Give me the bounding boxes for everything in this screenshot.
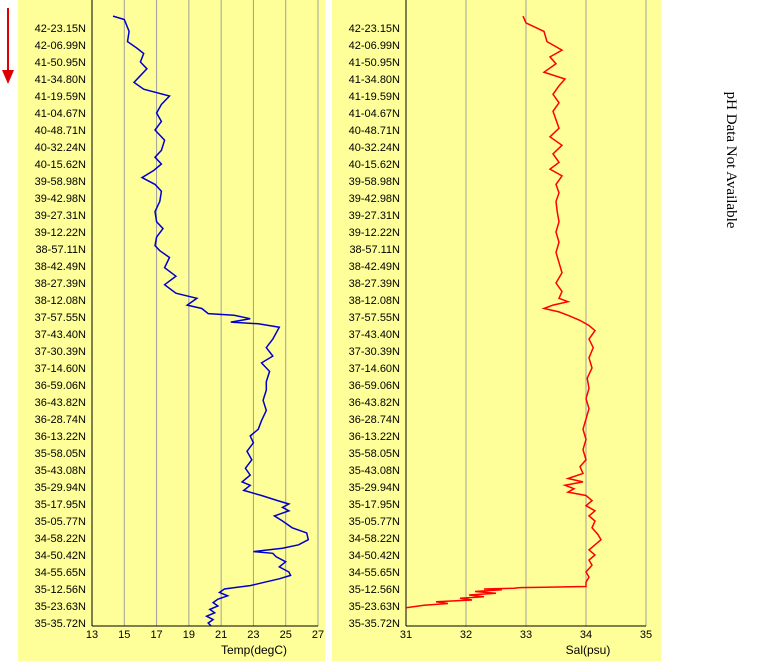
salinity-x-tick-label: 33	[520, 629, 532, 641]
salinity-y-tick-label: 35-17.95N	[349, 499, 400, 511]
temperature-x-tick-label: 23	[247, 629, 259, 641]
salinity-x-tick-label: 32	[460, 629, 472, 641]
salinity-y-tick-label: 40-15.62N	[349, 159, 400, 171]
temperature-x-axis-label: Temp(degC)	[221, 643, 287, 657]
temperature-y-tick-label: 36-28.74N	[35, 414, 86, 426]
salinity-x-tick-label: 34	[580, 629, 592, 641]
salinity-y-tick-label: 36-13.22N	[349, 431, 400, 443]
temperature-y-tick-label: 35-12.56N	[35, 584, 86, 596]
salinity-y-tick-label: 39-42.98N	[349, 193, 400, 205]
salinity-y-tick-label: 34-58.22N	[349, 533, 400, 545]
salinity-y-tick-label: 37-14.60N	[349, 363, 400, 375]
salinity-y-tick-label: 34-55.65N	[349, 567, 400, 579]
temperature-y-tick-label: 42-23.15N	[35, 23, 86, 35]
salinity-y-tick-label: 40-32.24N	[349, 142, 400, 154]
salinity-y-tick-label: 39-58.98N	[349, 176, 400, 188]
salinity-y-tick-label: 36-28.74N	[349, 414, 400, 426]
temperature-y-tick-label: 38-57.11N	[35, 244, 86, 256]
salinity-y-tick-label: 38-12.08N	[349, 295, 400, 307]
temperature-y-tick-label: 34-50.42N	[35, 550, 86, 562]
salinity-y-tick-label: 41-34.80N	[349, 74, 400, 86]
temperature-y-tick-label: 39-27.31N	[35, 210, 86, 222]
temperature-x-tick-label: 17	[150, 629, 162, 641]
salinity-x-tick-label: 31	[400, 629, 412, 641]
salinity-y-tick-label: 40-48.71N	[349, 125, 400, 137]
temperature-panel: 13 15 17 19 21 23 25 27 42-23.15N 42-06.99N 41-50.…	[18, 0, 325, 661]
salinity-y-tick-label: 38-57.11N	[349, 244, 400, 256]
temperature-y-tick-label: 34-58.22N	[35, 533, 86, 545]
salinity-y-tick-label: 36-43.82N	[349, 397, 400, 409]
salinity-y-tick-label: 34-50.42N	[349, 550, 400, 562]
temperature-x-tick-label: 19	[183, 629, 195, 641]
salinity-y-tick-label: 39-27.31N	[349, 210, 400, 222]
salinity-y-tick-label: 38-42.49N	[349, 261, 400, 273]
temperature-y-tick-label: 35-58.05N	[35, 448, 86, 460]
temperature-y-tick-label: 38-27.39N	[35, 278, 86, 290]
temperature-series-line	[112, 15, 310, 626]
temperature-y-tick-label: 41-50.95N	[35, 57, 86, 69]
temperature-y-tick-label: 41-34.80N	[35, 74, 86, 86]
salinity-y-tick-label: 35-29.94N	[349, 482, 400, 494]
temperature-y-tick-label: 35-29.94N	[35, 482, 86, 494]
salinity-plot-area: 31 32 33 34 35 42-23.15N 42-06.99N 41-50.95N 41-…	[349, 0, 652, 641]
temperature-y-tick-label: 40-48.71N	[35, 125, 86, 137]
salinity-y-tick-label: 42-23.15N	[349, 23, 400, 35]
salinity-y-tick-label: 35-35.72N	[349, 618, 400, 630]
temperature-panel-background	[18, 0, 325, 661]
temperature-y-tick-label: 35-23.63N	[35, 601, 86, 613]
salinity-y-tick-label: 37-57.55N	[349, 312, 400, 324]
temperature-y-tick-label: 35-17.95N	[35, 499, 86, 511]
ph-unavailable-note: pH Data Not Available	[723, 92, 739, 229]
salinity-y-tick-label: 35-43.08N	[349, 465, 400, 477]
salinity-y-tick-label: 35-12.56N	[349, 584, 400, 596]
temperature-y-tick-label: 40-15.62N	[35, 159, 86, 171]
temperature-y-tick-label: 39-42.98N	[35, 193, 86, 205]
salinity-y-tick-label: 35-05.77N	[349, 516, 400, 528]
temperature-x-tick-label: 15	[118, 629, 130, 641]
temperature-y-tick-label: 36-13.22N	[35, 431, 86, 443]
temperature-y-tick-label: 37-57.55N	[35, 312, 86, 324]
temperature-y-tick-label: 38-42.49N	[35, 261, 86, 273]
temperature-y-tick-label: 39-58.98N	[35, 176, 86, 188]
salinity-y-tick-label: 42-06.99N	[349, 40, 400, 52]
salinity-y-tick-label: 35-23.63N	[349, 601, 400, 613]
temperature-y-tick-label: 36-43.82N	[35, 397, 86, 409]
temperature-y-tick-label: 39-12.22N	[35, 227, 86, 239]
salinity-series-line	[406, 15, 602, 609]
salinity-y-tick-label: 41-19.59N	[349, 91, 400, 103]
salinity-y-tick-label: 38-27.39N	[349, 278, 400, 290]
temperature-y-tick-label: 38-12.08N	[35, 295, 86, 307]
temperature-y-tick-label: 36-59.06N	[35, 380, 86, 392]
salinity-y-tick-label: 37-30.39N	[349, 346, 400, 358]
salinity-y-tick-label: 35-58.05N	[349, 448, 400, 460]
temperature-y-tick-label: 34-55.65N	[35, 567, 86, 579]
salinity-y-tick-label: 41-50.95N	[349, 57, 400, 69]
temperature-y-tick-label: 41-04.67N	[35, 108, 86, 120]
salinity-y-tick-label: 41-04.67N	[349, 108, 400, 120]
salinity-panel: 31 32 33 34 35 42-23.15N 42-06.99N 41-50.95N 41-…	[332, 0, 661, 661]
temperature-y-tick-label: 35-05.77N	[35, 516, 86, 528]
temperature-x-tick-label: 27	[312, 629, 324, 641]
salinity-y-tick-label: 36-59.06N	[349, 380, 400, 392]
salinity-y-tick-label: 39-12.22N	[349, 227, 400, 239]
temperature-y-tick-label: 35-43.08N	[35, 465, 86, 477]
temperature-x-tick-label: 21	[215, 629, 227, 641]
temperature-y-tick-label: 37-43.40N	[35, 329, 86, 341]
temperature-y-tick-label: 41-19.59N	[35, 91, 86, 103]
temperature-x-tick-label: 13	[86, 629, 98, 641]
salinity-y-tick-label: 37-43.40N	[349, 329, 400, 341]
temperature-y-tick-label: 37-30.39N	[35, 346, 86, 358]
temperature-y-tick-label: 40-32.24N	[35, 142, 86, 154]
temperature-y-tick-label: 35-35.72N	[35, 618, 86, 630]
temperature-x-tick-label: 25	[280, 629, 292, 641]
salinity-panel-background	[332, 0, 661, 661]
salinity-x-axis-label: Sal(psu)	[566, 643, 611, 657]
temperature-y-tick-label: 37-14.60N	[35, 363, 86, 375]
temperature-plot-area: 13 15 17 19 21 23 25 27 42-23.15N 42-06.99N 41-50.…	[35, 0, 324, 641]
temperature-y-tick-label: 42-06.99N	[35, 40, 86, 52]
direction-arrow-icon	[2, 8, 14, 84]
salinity-x-tick-label: 35	[640, 629, 652, 641]
